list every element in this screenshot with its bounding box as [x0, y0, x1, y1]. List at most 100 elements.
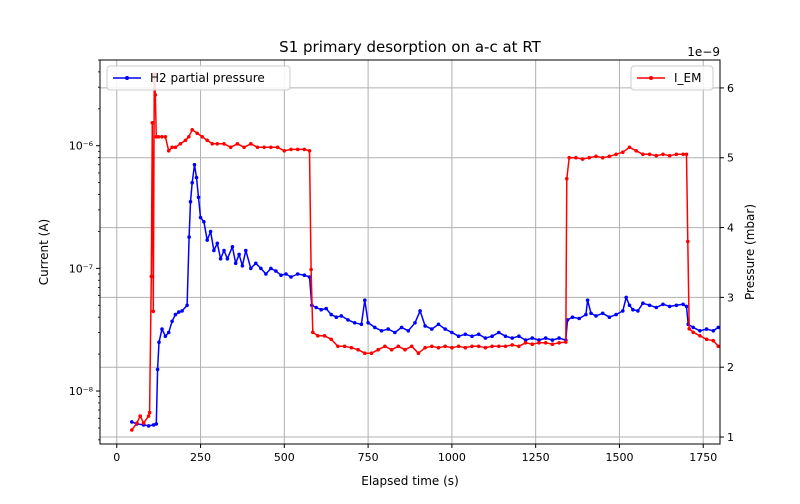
- series-iem-point: [383, 344, 387, 349]
- series-iem-point: [302, 147, 307, 152]
- series-iem-point: [687, 327, 691, 331]
- series-h2-point: [205, 238, 209, 242]
- grid: [100, 60, 720, 444]
- y-right-tick-label: 5: [727, 152, 734, 165]
- legend-right: I_EM: [630, 65, 714, 91]
- series-iem-point: [369, 351, 374, 356]
- series-iem-point: [614, 152, 618, 157]
- series-iem-point: [621, 150, 625, 154]
- series-h2-point: [180, 309, 184, 313]
- series-iem-point: [349, 345, 354, 350]
- series-h2-point: [523, 338, 528, 342]
- series-iem-point: [309, 267, 313, 272]
- y-right-tick-label: 2: [727, 361, 734, 374]
- series-h2-point: [704, 327, 709, 331]
- series-h2-point: [413, 321, 417, 325]
- series-h2-point: [346, 318, 350, 322]
- series-iem-point: [574, 155, 578, 160]
- series-h2-point: [379, 329, 384, 333]
- series-h2-point: [166, 330, 171, 335]
- series-h2-point: [503, 334, 508, 339]
- series-h2-point: [154, 422, 159, 426]
- series-h2-point: [698, 329, 702, 333]
- series-h2-point: [215, 241, 220, 246]
- series-iem-point: [262, 145, 267, 150]
- series-h2-point: [173, 312, 178, 317]
- series-iem-point: [141, 421, 146, 425]
- series-h2-point: [363, 298, 367, 303]
- series-iem-point: [497, 344, 501, 349]
- series-iem-point: [147, 410, 152, 415]
- series-iem-point: [674, 152, 679, 157]
- series-h2-point: [329, 312, 334, 317]
- series-h2-point: [177, 310, 181, 314]
- series-h2-point: [589, 311, 593, 316]
- series-iem-point: [156, 135, 161, 139]
- series-h2-point: [600, 311, 605, 316]
- series-h2-point: [577, 316, 581, 321]
- series-iem-point: [215, 142, 220, 146]
- series-iem-point: [403, 347, 407, 352]
- series-h2-point: [259, 266, 263, 271]
- series-iem-point: [456, 344, 461, 349]
- series-h2-point: [641, 301, 645, 306]
- series-h2-point: [684, 304, 689, 309]
- x-tick-label: 1000: [438, 451, 466, 464]
- legend-iem-marker: [649, 76, 653, 80]
- y-right-axis-label: Pressure (mbar): [743, 204, 757, 300]
- series-h2-point: [254, 261, 258, 266]
- series-iem-point: [222, 142, 226, 146]
- series-h2-point: [373, 325, 377, 330]
- series-h2-point: [190, 180, 194, 185]
- series-h2-point: [490, 334, 494, 339]
- series-h2-point: [264, 272, 268, 276]
- series-iem-point: [698, 334, 702, 338]
- series-iem-point: [567, 155, 571, 160]
- series-h2-point: [510, 336, 514, 340]
- series-h2-point: [585, 298, 590, 303]
- series-h2-point: [681, 302, 685, 307]
- series-iem-point: [135, 421, 139, 425]
- series-h2-point: [716, 325, 720, 330]
- legend-h2-marker: [125, 76, 129, 80]
- series-h2-point: [163, 334, 168, 339]
- x-tick-label: 1250: [522, 451, 550, 464]
- series-h2-point: [295, 272, 300, 276]
- series-iem-point: [430, 344, 434, 349]
- series-iem-point: [275, 145, 280, 150]
- series-h2-point: [208, 229, 213, 234]
- series-h2-point: [463, 332, 468, 337]
- series-iem-point: [641, 152, 645, 157]
- series-iem-point: [503, 344, 508, 349]
- series-h2-point: [711, 329, 716, 333]
- series-h2-point: [307, 275, 312, 279]
- series-iem-point: [436, 345, 441, 350]
- legend-h2-label: H2 partial pressure: [150, 71, 265, 85]
- series-iem-point: [565, 176, 569, 181]
- series-iem-point: [376, 347, 381, 352]
- series-h2-point: [314, 305, 319, 310]
- x-tick-label: 1500: [605, 451, 633, 464]
- series-h2-point: [557, 336, 561, 340]
- series-h2-point: [218, 256, 223, 261]
- series-iem-point: [476, 344, 481, 349]
- y-right-tick-label: 3: [727, 291, 734, 304]
- x-axis-label: Elapsed time (s): [361, 474, 459, 488]
- series-iem-point: [307, 149, 312, 153]
- series-h2-point: [654, 305, 659, 310]
- y-right-offset-label: 1e−9: [687, 45, 720, 59]
- series-h2-point: [543, 336, 548, 340]
- series-h2-point: [624, 295, 628, 300]
- series-h2-point: [584, 312, 588, 317]
- x-tick-label: 1750: [689, 451, 717, 464]
- series-iem-point: [537, 341, 541, 345]
- series-h2-point: [594, 314, 598, 318]
- series-iem-point: [711, 338, 716, 343]
- series-h2-point: [240, 264, 245, 268]
- series-iem-point: [684, 152, 689, 157]
- series-h2-point: [430, 327, 434, 331]
- y-left-axis-label: Current (A): [37, 219, 51, 285]
- legend-left: H2 partial pressure: [106, 65, 291, 91]
- series-iem-point: [205, 138, 209, 143]
- series-iem-point: [153, 93, 158, 97]
